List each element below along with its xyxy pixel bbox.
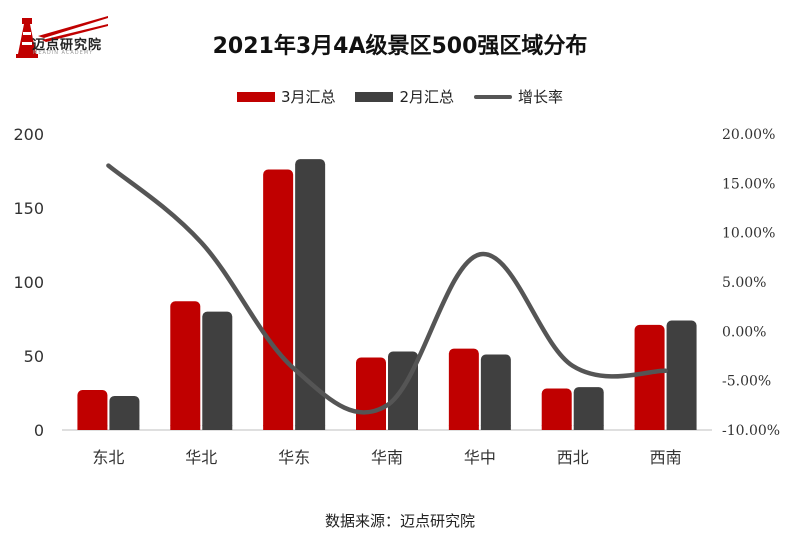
y-left-tick-label: 150 — [13, 199, 44, 218]
x-tick-label: 西北 — [557, 448, 589, 467]
bar-march — [356, 357, 386, 430]
bar-march-base — [77, 425, 107, 430]
bar-march — [170, 301, 200, 430]
bar-february-base — [481, 425, 511, 430]
y-left-tick-label: 200 — [13, 125, 44, 144]
x-tick-label: 东北 — [92, 448, 124, 467]
x-tick-label: 华南 — [371, 448, 403, 467]
bar-february-base — [109, 425, 139, 430]
bar-february-base — [202, 425, 232, 430]
x-tick-label: 华中 — [464, 448, 496, 467]
bar-february — [109, 396, 139, 430]
source-note: 数据来源：迈点研究院 — [0, 510, 800, 531]
y-left-tick-label: 50 — [24, 347, 44, 366]
bar-march-base — [449, 425, 479, 430]
y-right-tick-label: 15.00% — [722, 176, 775, 192]
bar-february-base — [667, 425, 697, 430]
y-left-tick-label: 100 — [13, 273, 44, 292]
y-right-tick-label: -5.00% — [722, 374, 771, 390]
bar-february-base — [574, 425, 604, 430]
bar-february-base — [295, 425, 325, 430]
x-tick-label: 华东 — [278, 448, 310, 467]
bar-march-base — [356, 425, 386, 430]
y-right-tick-label: 10.00% — [722, 226, 775, 242]
y-right-tick-label: 5.00% — [722, 275, 766, 291]
bar-march-base — [542, 425, 572, 430]
y-right-tick-label: 0.00% — [722, 324, 766, 340]
bar-march-base — [263, 425, 293, 430]
x-tick-label: 华北 — [185, 448, 217, 467]
y-right-tick-label: -10.00% — [722, 423, 780, 439]
bar-february — [667, 320, 697, 430]
bar-march — [449, 349, 479, 430]
bar-february — [202, 312, 232, 430]
bar-march — [635, 325, 665, 430]
bar-march — [77, 390, 107, 430]
x-tick-label: 西南 — [650, 448, 682, 467]
y-left-tick-label: 0 — [34, 421, 44, 440]
bar-march — [542, 389, 572, 430]
y-right-tick-label: 20.00% — [722, 127, 775, 143]
bar-march-base — [170, 425, 200, 430]
bar-march — [263, 170, 293, 430]
bar-february — [481, 355, 511, 430]
bar-march-base — [635, 425, 665, 430]
bar-february — [574, 387, 604, 430]
bar-february-base — [388, 425, 418, 430]
